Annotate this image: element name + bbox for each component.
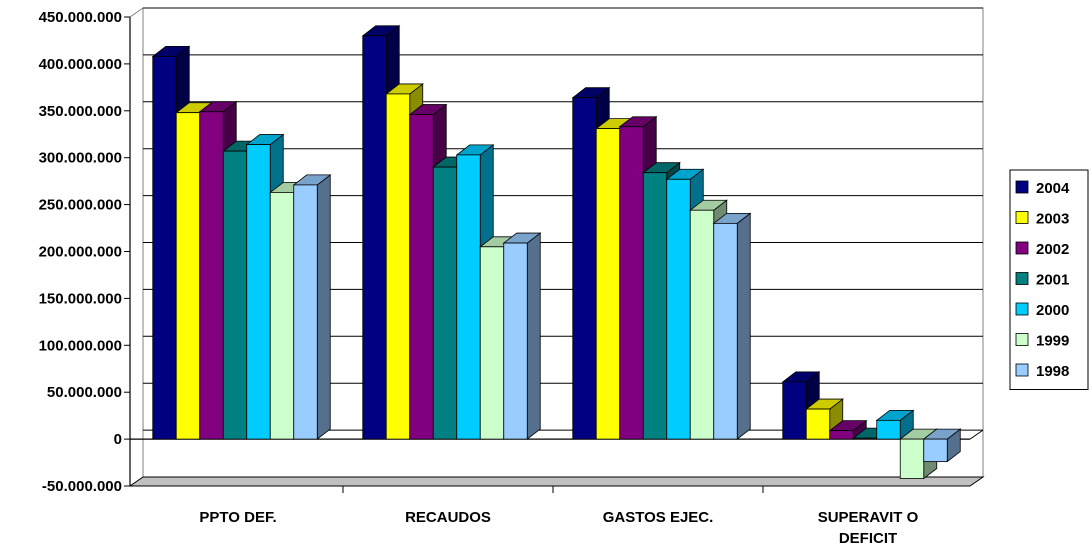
bar-front-face: [269, 192, 295, 440]
legend-label: 2004: [1036, 180, 1070, 197]
x-category-label: PPTO DEF.: [199, 509, 276, 526]
legend-swatch: [1015, 302, 1029, 316]
bar-front-face: [456, 154, 481, 440]
bar-side-face: [736, 212, 751, 440]
bar: [502, 232, 542, 440]
y-axis-depth-line: [129, 7, 144, 18]
y-tick-label: 300.000.000: [39, 150, 122, 167]
y-tick-label: 50.000.000: [47, 384, 122, 401]
bar-front-face: [409, 114, 434, 440]
bar-front-face: [479, 246, 505, 440]
legend-label: 2002: [1036, 241, 1069, 258]
x-category-label: RECAUDOS: [405, 509, 491, 526]
bar-front-face: [899, 438, 925, 479]
bar-front-face: [222, 150, 248, 440]
legend-label: 2001: [1036, 272, 1069, 289]
x-category-label: DEFICIT: [839, 530, 897, 547]
bar: [712, 212, 752, 440]
y-tick-label: 450.000.000: [39, 9, 122, 26]
x-category-label: GASTOS EJEC.: [603, 509, 714, 526]
bar-front-face: [642, 172, 668, 440]
bar-front-face: [923, 438, 948, 463]
bar-front-face: [293, 184, 318, 440]
bar-front-face: [876, 419, 901, 440]
bar: [292, 174, 332, 440]
legend-label: 2000: [1036, 302, 1069, 319]
y-tick-label: 200.000.000: [39, 244, 122, 261]
legend-swatch: [1015, 211, 1029, 224]
bar-front-face: [595, 128, 621, 440]
bar: [922, 428, 962, 463]
plot-floor: [128, 476, 985, 487]
bar: [875, 409, 915, 440]
bar-side-face: [316, 174, 331, 440]
bar-front-face: [666, 178, 691, 440]
x-axis-category-labels: PPTO DEF. RECAUDOS GASTOS EJEC. SUPERAVIT O…: [199, 509, 918, 547]
bars: [151, 24, 962, 493]
legend-swatch: [1015, 241, 1029, 255]
legend-swatch: [1015, 333, 1029, 346]
y-tick-label: 250.000.000: [39, 197, 122, 214]
bar-front-face: [829, 430, 854, 440]
y-axis-tick-labels: 450.000.000 400.000.000 350.000.000 300.000…: [39, 9, 130, 495]
bar-front-face: [619, 126, 644, 440]
legend-label: 1999: [1036, 333, 1069, 350]
legend: 2004 2003 2002 2001 2000 1999 1998: [1009, 169, 1089, 390]
bar-front-face: [432, 166, 458, 440]
bar-front-face: [572, 97, 597, 440]
bar-front-face: [385, 93, 411, 440]
legend-swatch: [1015, 363, 1029, 377]
bar-front-face: [246, 144, 271, 440]
y-tick-label: 350.000.000: [39, 103, 122, 120]
legend-swatch: [1015, 180, 1029, 194]
x-category-label: SUPERAVIT O: [818, 509, 919, 526]
y-tick-label: 400.000.000: [39, 56, 122, 73]
bar-front-face: [503, 242, 528, 440]
y-tick-label: 150.000.000: [39, 290, 122, 307]
legend-label: 2003: [1036, 211, 1069, 228]
bar-front-face: [852, 437, 878, 440]
bar-front-face: [713, 222, 738, 440]
zero-axis-depth-line: [969, 429, 984, 440]
bar-front-face: [782, 381, 807, 440]
bar-front-face: [689, 209, 715, 440]
y-tick-label: 0: [114, 431, 122, 448]
y-tick-label: -50.000.000: [42, 478, 122, 495]
bar-front-face: [199, 111, 224, 440]
bar-front-face: [362, 35, 387, 440]
legend-swatch: [1015, 272, 1029, 285]
bar: [828, 419, 868, 440]
bar-front-face: [152, 55, 177, 440]
legend-label: 1998: [1036, 363, 1069, 380]
bar-front-face: [805, 408, 831, 440]
y-tick-label: 100.000.000: [39, 337, 122, 354]
bar-front-face: [175, 112, 201, 440]
bar-side-face: [526, 232, 541, 440]
